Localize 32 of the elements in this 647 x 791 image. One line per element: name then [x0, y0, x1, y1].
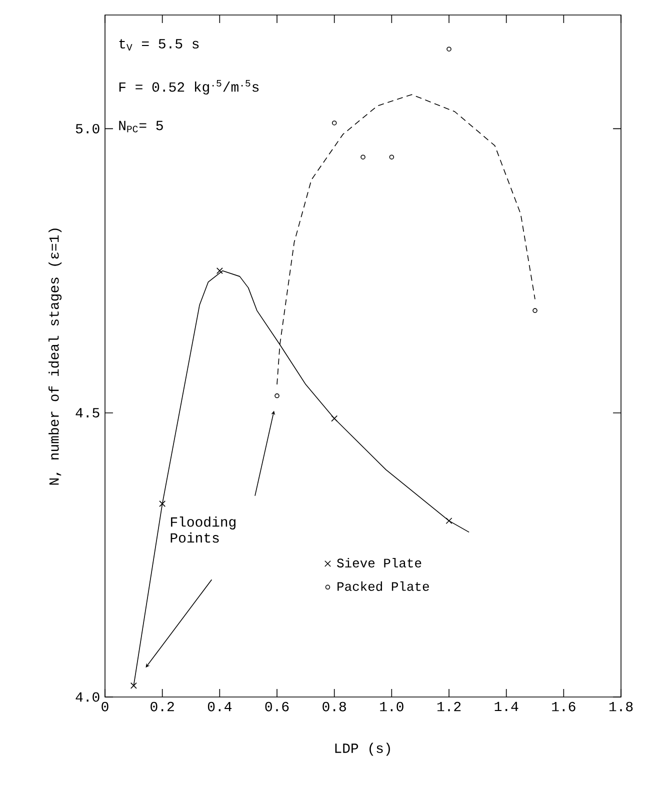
point [130, 682, 137, 689]
legend-label: Sieve Plate [337, 558, 422, 568]
point [274, 393, 280, 398]
point [389, 154, 394, 160]
annotation: Flooding Points [170, 516, 236, 543]
point [360, 154, 366, 160]
annotation: N$_{PC}$= 5 [119, 120, 163, 132]
y-tick-label: 4.0 [76, 692, 100, 702]
x-tick-label: 0.8 [322, 702, 346, 712]
x-tick-label: 0.2 [150, 702, 174, 712]
point [532, 308, 538, 313]
x-tick-label: 1.2 [437, 702, 461, 712]
point [159, 500, 166, 507]
point [446, 46, 452, 52]
y-axis-title: N, number of ideal stages (ε=1) [48, 228, 62, 485]
y-tick-label: 4.5 [76, 408, 100, 418]
annotation: F = 0.52 kg$^{.5}$/m$^{.5}$s [119, 80, 259, 95]
x-tick-label: 1.0 [380, 702, 404, 712]
point [216, 268, 223, 274]
y-tick-label: 5.0 [76, 124, 100, 134]
x-tick-label: 1.4 [494, 702, 518, 712]
annotation: t$_{V}$ = 5.5 s [119, 39, 199, 51]
legend-label: Packed Plate [338, 581, 429, 591]
point [331, 415, 338, 422]
x-tick-label: 1.8 [609, 702, 633, 712]
x-tick-label: 1.6 [552, 702, 576, 712]
point [446, 518, 452, 524]
x-tick-label: 0.4 [208, 702, 232, 712]
x-tick-label: 0.6 [265, 702, 289, 712]
x-axis-title: LDP (s) [335, 742, 390, 756]
x-tick-label: 0 [102, 702, 108, 712]
point [332, 120, 337, 126]
